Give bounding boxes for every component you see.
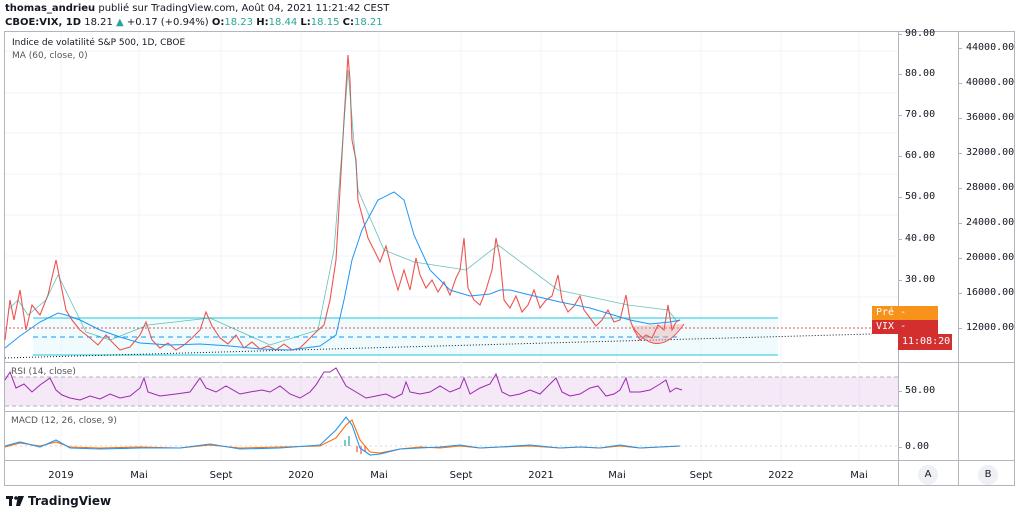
premarket-price-badge: Pré - 18.21 [872, 306, 938, 332]
author-name[interactable]: thomas_andrieu [5, 3, 96, 14]
macd-legend[interactable]: MACD (12, 26, close, 9) [11, 416, 117, 426]
time-axis-label: 2022 [768, 470, 794, 481]
up-arrow-icon: ▲ [116, 17, 124, 28]
rsi-legend[interactable]: RSI (14, close) [11, 367, 76, 377]
publish-info: thomas_andrieu publié sur TradingView.co… [5, 3, 389, 14]
time-axis-label: 2019 [48, 470, 74, 481]
open-label: O: [211, 17, 225, 28]
price-axis-label: 50.00 [905, 191, 936, 202]
price-axis-label: 80.00 [905, 68, 936, 79]
low-label: L: [300, 17, 311, 28]
close-value: 18.21 [353, 17, 383, 28]
published-text: publié sur TradingView.com, Août 04, 202… [98, 3, 390, 14]
price-axis-label: 36000.00 [966, 112, 1015, 123]
time-axis-label: Mai [130, 470, 148, 481]
price-axis-label: 16000.00 [966, 287, 1015, 298]
price-change: +0.17 (+0.94%) [126, 17, 209, 28]
price-axis-label: 32000.00 [966, 147, 1015, 158]
symbol-info: CBOE:VIX, 1D 18.21 ▲ +0.17 (+0.94%) O:18… [5, 17, 383, 28]
price-axis-label: 24000.00 [966, 217, 1015, 228]
price-axis-label: 40000.00 [966, 77, 1015, 88]
tradingview-logo-icon [6, 496, 24, 506]
close-label: C: [342, 17, 354, 28]
time-axis-label: 2020 [288, 470, 314, 481]
high-value: 18.44 [268, 17, 298, 28]
low-value: 18.15 [310, 17, 340, 28]
time-axis-label: 2021 [528, 470, 554, 481]
tradingview-logo[interactable]: TradingView [6, 494, 111, 508]
open-value: 18.23 [224, 17, 254, 28]
price-axis-label: 12000.00 [966, 322, 1015, 333]
last-price-badge: VIX - 18.21 [872, 320, 938, 346]
symbol-label: CBOE:VIX, 1D [5, 17, 82, 28]
chart-frame [4, 31, 1015, 486]
price-axis-label: 44000.00 [966, 42, 1015, 53]
macd-pane-divider[interactable] [4, 411, 1015, 412]
rsi-axis-label: 50.00 [905, 385, 936, 396]
price-axis-a-divider [898, 31, 899, 486]
time-axis-label: Sept [209, 470, 233, 481]
high-label: H: [256, 17, 269, 28]
macd-axis-label: 0.00 [905, 441, 930, 452]
time-axis-label: Mai [370, 470, 388, 481]
time-axis-label: Mai [608, 470, 626, 481]
premarket-label: Pré [876, 307, 895, 318]
last-price-label: VIX [876, 321, 895, 332]
price-axis-label: 90.00 [905, 28, 936, 39]
brand-name: TradingView [28, 494, 112, 508]
price-axis-label: 20000.00 [966, 252, 1015, 263]
time-axis-label: Mai [850, 470, 868, 481]
auto-scale-button-b[interactable]: B [978, 465, 998, 485]
last-price-value: 18.21 [876, 335, 907, 346]
bar-countdown: 11:08:20 [898, 334, 952, 350]
price-axis-label: 30.00 [905, 274, 936, 285]
rsi-pane-divider[interactable] [4, 362, 1015, 363]
price-axis-label: 60.00 [905, 150, 936, 161]
price-axis-label: 28000.00 [966, 182, 1015, 193]
time-axis-label: Sept [689, 470, 713, 481]
price-axis-label: 40.00 [905, 233, 936, 244]
time-axis-label: Sept [449, 470, 473, 481]
price-axis-label: 70.00 [905, 109, 936, 120]
auto-scale-button-a[interactable]: A [918, 465, 938, 485]
ma-legend[interactable]: MA (60, close, 0) [12, 51, 88, 61]
last-price: 18.21 [84, 17, 113, 28]
main-series-legend[interactable]: Indice de volatilité S&P 500, 1D, CBOE [12, 38, 186, 48]
time-axis-divider [4, 460, 1015, 461]
